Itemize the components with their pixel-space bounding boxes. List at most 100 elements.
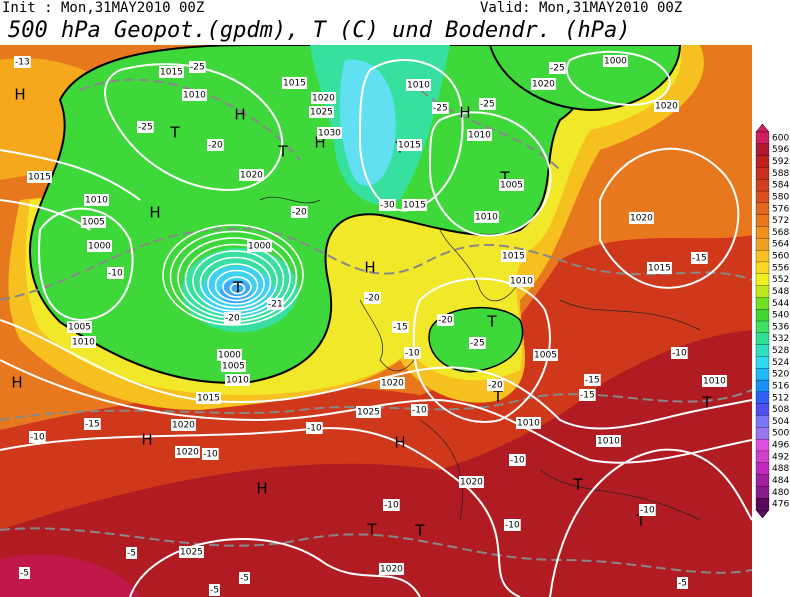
isobar — [38, 207, 134, 322]
temperature-label-bg — [379, 199, 396, 211]
isobar-label-group: 1010 — [596, 435, 621, 447]
pressure-center: T — [414, 522, 425, 540]
colorbar-swatch — [755, 474, 770, 487]
isotherm — [0, 527, 752, 574]
isobar-ring — [207, 263, 265, 305]
isobar-label-bg — [603, 55, 628, 67]
temperature-label-group: -20 — [291, 206, 308, 218]
isobar-label-group: 1015 — [27, 171, 52, 183]
isobar-label-bg — [501, 250, 526, 262]
isobar-label-group: 1010 — [467, 129, 492, 141]
isobar-label: 1010 — [85, 196, 108, 206]
temperature-label-bg — [202, 448, 219, 460]
colorbar-swatch — [755, 356, 770, 369]
isobar-label-group: 1025 — [179, 546, 204, 558]
isobar-label: 1010 — [407, 81, 430, 91]
isobar — [428, 111, 552, 237]
temperature-label-bg — [239, 572, 250, 584]
isobar-label-bg — [402, 199, 427, 211]
isobar-label-group: 1020 — [175, 446, 200, 458]
isobar-label: 1025 — [310, 108, 333, 118]
colorbar-label: 576 — [772, 204, 789, 214]
pressure-center: H — [14, 86, 25, 104]
temperature-label-bg — [84, 418, 101, 430]
isobar-label-bg — [596, 435, 621, 447]
temperature-label-bg — [504, 519, 521, 531]
temperature-label-group: -5 — [677, 577, 688, 589]
pressure-center: H — [234, 106, 245, 124]
temperature-label: -20 — [225, 314, 240, 324]
pressure-center: T — [572, 476, 583, 494]
temperature-label-bg — [209, 584, 220, 596]
temperature-label-group: -10 — [671, 347, 688, 359]
temperature-label: -5 — [240, 574, 249, 584]
isobar-label-bg — [654, 100, 679, 112]
temperature-label-group: -15 — [579, 389, 596, 401]
isobar-label-bg — [516, 417, 541, 429]
temperature-label-bg — [671, 347, 688, 359]
temperature-label-group: -15 — [392, 321, 409, 333]
temperature-label-bg — [224, 312, 241, 324]
isobar-label: 1015 — [403, 201, 426, 211]
temperature-label: -30 — [380, 201, 395, 211]
isobar-ring — [199, 256, 272, 309]
isobar-label-bg — [179, 546, 204, 558]
colorbar-swatch — [755, 238, 770, 251]
isobar-label-group: 1020 — [171, 419, 196, 431]
isobar-label: 1020 — [380, 565, 403, 575]
isobar-label: 1025 — [357, 408, 380, 418]
isobar-label-group: 1015 — [159, 66, 184, 78]
colorbar-arrow-top — [755, 123, 770, 133]
pressure-center: T — [366, 521, 377, 539]
isobar-label-group: 1010 — [71, 336, 96, 348]
isobar-label-bg — [175, 446, 200, 458]
isobar-label-group: 1005 — [533, 349, 558, 361]
isobar-label: 1010 — [510, 277, 533, 287]
pressure-center: T — [499, 169, 510, 187]
pressure-center: T — [169, 124, 180, 142]
isobar-label-bg — [474, 211, 499, 223]
isobar-label-group: 1020 — [379, 563, 404, 575]
isobar-label-group: 1025 — [356, 406, 381, 418]
temperature-label-group: -15 — [691, 252, 708, 264]
isobar-label-group: 1010 — [509, 275, 534, 287]
isobar-ring — [222, 276, 252, 298]
temperature-label-bg — [469, 337, 486, 349]
isobar-label-bg — [467, 129, 492, 141]
isobar-label-group: 1020 — [629, 212, 654, 224]
isobar — [104, 63, 284, 192]
temperature-label: -13 — [15, 58, 30, 68]
pressure-center: H — [394, 434, 405, 452]
colorbar-label: 544 — [772, 299, 789, 309]
isobar-label-group: 1010 — [702, 375, 727, 387]
temperature-label-group: -20 — [224, 312, 241, 324]
temperature-label: -10 — [108, 269, 123, 279]
colorbar-swatch — [755, 450, 770, 464]
isobar-label: 1020 — [172, 421, 195, 431]
pressure-center: H — [459, 104, 470, 122]
temperature-label: -15 — [580, 391, 595, 401]
colorbar-swatch — [755, 226, 770, 239]
isobar-label-bg — [533, 349, 558, 361]
isobar-label-group: 1020 — [531, 78, 556, 90]
pressure-center: H — [364, 259, 375, 277]
temperature-label-group: -10 — [383, 499, 400, 511]
isobar-ring — [192, 250, 278, 312]
temperature-label-group: -15 — [584, 374, 601, 386]
colorbar-label: 588 — [772, 169, 789, 179]
colorbar-label: 540 — [772, 311, 789, 321]
isobar-label-bg — [239, 169, 264, 181]
temperature-label: -5 — [678, 579, 687, 589]
isobar-label-bg — [397, 139, 422, 151]
isobar — [0, 319, 752, 430]
colorbar-swatch — [755, 190, 770, 204]
temperature-label-group: -5 — [19, 567, 30, 579]
isobar-ring — [214, 269, 259, 302]
temperature-label-group: -10 — [107, 267, 124, 279]
pressure-center: H — [141, 431, 152, 449]
isobar-label-group: 1020 — [654, 100, 679, 112]
temperature-label-group: -20 — [364, 292, 381, 304]
isobar-label-group: 1000 — [217, 349, 242, 361]
